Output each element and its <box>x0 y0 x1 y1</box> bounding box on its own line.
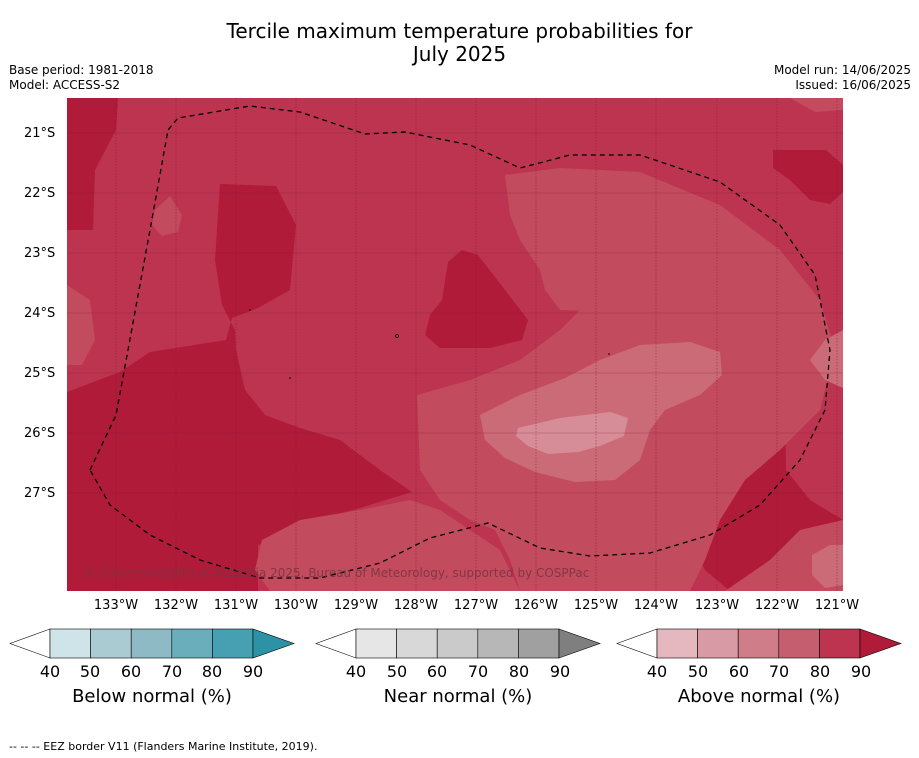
colorbar-segment <box>477 628 519 659</box>
region-above-70-top-right <box>790 98 843 112</box>
colorbar-tick: 80 <box>201 662 223 681</box>
lat-label: 26°S <box>24 426 56 441</box>
colorbar-tick: 70 <box>768 662 790 681</box>
colorbar-segment <box>212 628 254 659</box>
region-above-90-west <box>67 98 118 230</box>
copyright-notice: © Commonwealth of Australia 2025, Bureau… <box>84 566 590 580</box>
lon-label: 121°W <box>814 598 860 613</box>
colorbar-extend-low <box>9 628 51 659</box>
colorbar-segment <box>697 628 739 659</box>
colorbar-near-normal <box>315 628 601 659</box>
lat-label: 21°S <box>24 126 56 141</box>
lat-label: 23°S <box>24 246 56 261</box>
colorbar-below-normal <box>9 628 295 659</box>
colorbar-segment <box>49 628 91 659</box>
colorbar-tick: 80 <box>508 662 530 681</box>
island-marker <box>249 309 251 311</box>
region-above-60-right-edge <box>810 330 843 388</box>
lon-label: 133°W <box>93 598 139 613</box>
region-above-90-east <box>773 150 843 204</box>
model-run: Model run: 14/06/2025 <box>773 63 911 77</box>
lon-label: 130°W <box>273 598 319 613</box>
colorbar-tick: 70 <box>161 662 183 681</box>
colorbar-tick: 70 <box>467 662 489 681</box>
colorbar-tick: 90 <box>242 662 264 681</box>
island-marker <box>395 334 399 338</box>
colorbar-segment <box>396 628 438 659</box>
colorbar-label-near: Near normal (%) <box>383 686 533 707</box>
region-above-90-central <box>67 184 412 591</box>
region-above-70-nw-spot <box>152 196 182 236</box>
eez-footnote: -- -- -- EEZ border V11 (Flanders Marine… <box>9 740 318 753</box>
lon-label: 132°W <box>153 598 199 613</box>
colorbar-tick: 40 <box>39 662 61 681</box>
colorbar-label-below: Below normal (%) <box>72 686 232 707</box>
colorbar-segment <box>130 628 173 659</box>
probability-map <box>67 98 843 591</box>
base-period: Base period: 1981-2018 <box>9 63 154 77</box>
colorbar-segment <box>518 628 560 659</box>
lon-label: 129°W <box>333 598 379 613</box>
colorbar-above-normal <box>616 628 902 659</box>
region-above-70-west <box>67 285 95 365</box>
colorbar-tick: 50 <box>687 662 709 681</box>
lon-label: 125°W <box>573 598 619 613</box>
colorbar-tick: 50 <box>386 662 408 681</box>
colorbar-extend-low <box>315 628 357 659</box>
map-title-line2: July 2025 <box>412 42 507 66</box>
lon-label: 128°W <box>393 598 439 613</box>
lon-label: 123°W <box>694 598 740 613</box>
colorbar-segment <box>355 628 397 659</box>
lat-label: 22°S <box>24 186 56 201</box>
region-above-90-mid <box>425 250 528 348</box>
colorbar-tick: 60 <box>120 662 142 681</box>
colorbar-tick: 90 <box>549 662 571 681</box>
lat-label: 24°S <box>24 306 56 321</box>
colorbar-tick: 40 <box>646 662 668 681</box>
region-above-70-bottom <box>255 500 520 591</box>
colorbar-extend-high <box>558 628 601 659</box>
lon-label: 131°W <box>213 598 259 613</box>
map-title-line1: Tercile maximum temperature probabilitie… <box>226 19 693 43</box>
model-name: Model: ACCESS-S2 <box>9 78 121 92</box>
region-above-60-bottom-right <box>812 545 843 588</box>
colorbar-tick: 40 <box>345 662 367 681</box>
colorbar-segment <box>778 628 820 659</box>
lat-label: 27°S <box>24 486 56 501</box>
colorbar-segment <box>90 628 132 659</box>
lon-label: 126°W <box>513 598 559 613</box>
lon-label: 122°W <box>754 598 800 613</box>
eez-border <box>89 105 831 579</box>
colorbar-segment <box>656 628 698 659</box>
colorbar-tick: 90 <box>850 662 872 681</box>
colorbar-extend-high <box>252 628 295 659</box>
colorbar-segment <box>737 628 780 659</box>
colorbar-tick: 60 <box>728 662 750 681</box>
lon-label: 124°W <box>633 598 679 613</box>
colorbar-segment <box>819 628 861 659</box>
colorbar-extend-high <box>859 628 902 659</box>
colorbar-segment <box>436 628 479 659</box>
lon-label: 127°W <box>453 598 499 613</box>
colorbar-extend-low <box>616 628 658 659</box>
colorbar-segment <box>171 628 213 659</box>
colorbar-tick: 50 <box>79 662 101 681</box>
lat-label: 25°S <box>24 366 56 381</box>
colorbar-tick: 80 <box>809 662 831 681</box>
colorbar-label-above: Above normal (%) <box>677 686 841 707</box>
island-marker <box>289 377 291 379</box>
island-marker <box>608 353 610 355</box>
issued-date: Issued: 16/06/2025 <box>795 78 911 92</box>
colorbar-tick: 60 <box>426 662 448 681</box>
